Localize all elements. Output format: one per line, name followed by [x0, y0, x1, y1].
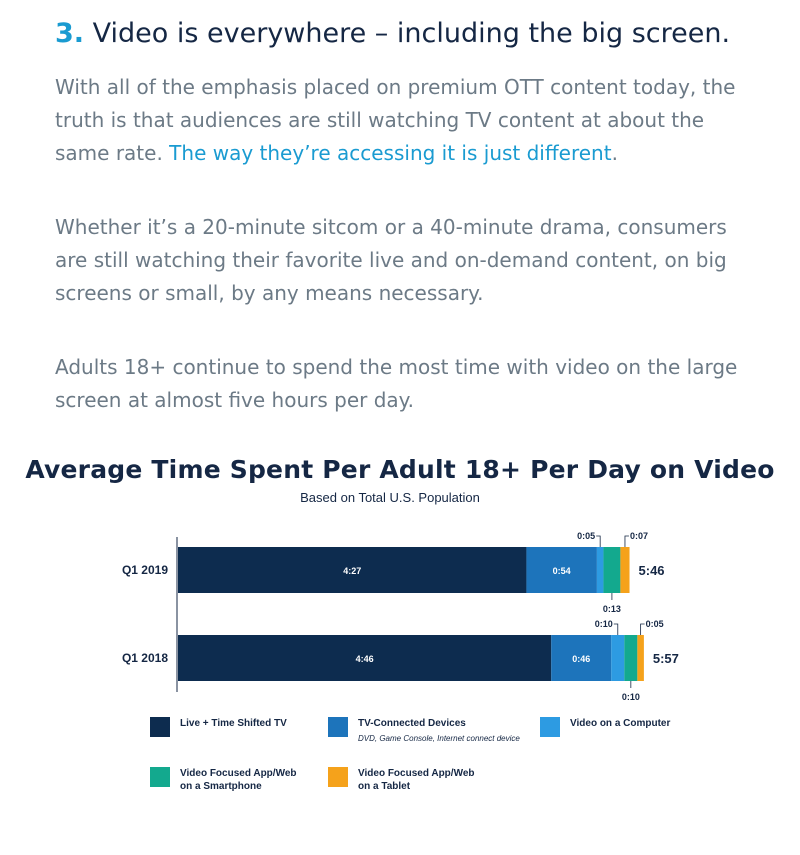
legend-item-live-tv: Live + Time Shifted TV — [150, 717, 287, 737]
article: 3. Video is everywhere – including the b… — [55, 0, 755, 412]
stacked-bar-chart: Q1 2019 4:27 0:54 0:05 0:07 0:13 5:46 Q1 2018 4:… — [122, 531, 679, 700]
legend-item-tablet: Video Focused App/Web on a Tablet — [328, 767, 475, 793]
leader-tablet-1 — [640, 623, 645, 635]
data-label-computer-1: 0:10 — [595, 619, 613, 629]
bar-tv_connected-0 — [526, 547, 597, 593]
section-heading: 3. Video is everywhere – including the b… — [55, 16, 755, 52]
bar-live_tv-0 — [178, 547, 527, 593]
heading-text: Video is everywhere – including the big … — [92, 18, 731, 49]
bar-computer-0 — [596, 547, 604, 593]
chart-legend: Live + Time Shifted TV TV-Connected Devi… — [0, 700, 800, 820]
category-label-0: Q1 2019 — [122, 563, 168, 577]
legend-swatch-tv-connected — [328, 717, 348, 737]
data-label-live_tv-1: 4:46 — [356, 654, 374, 664]
bar-tv_connected-1 — [551, 635, 612, 681]
legend-label-smartphone-1: Video Focused App/Web — [180, 768, 297, 779]
paragraph-1-text: With all of the emphasis placed on premi… — [55, 75, 736, 165]
legend-label-computer: Video on a Computer — [570, 718, 671, 729]
data-label-smartphone-0: 0:13 — [603, 604, 621, 614]
leader-computer-0 — [596, 535, 601, 547]
leader-computer-1 — [613, 623, 619, 635]
legend-item-tv-connected: TV-Connected Devices DVD, Game Console, I… — [328, 717, 520, 745]
data-label-live_tv-0: 4:27 — [343, 566, 361, 576]
inline-link[interactable]: The way they’re accessing it is just dif… — [169, 141, 612, 165]
legend-label-tablet-1: Video Focused App/Web — [358, 768, 475, 779]
paragraph-2: Whether it’s a 20-minute sitcom or a 40-… — [55, 215, 727, 305]
legend-swatch-tablet — [328, 767, 348, 787]
data-label-computer-0: 0:05 — [577, 531, 595, 541]
legend-label-live-tv: Live + Time Shifted TV — [180, 718, 287, 729]
heading-number: 3. — [55, 18, 85, 49]
total-label-1: 5:57 — [653, 651, 679, 666]
legend-swatch-smartphone — [150, 767, 170, 787]
paragraph-1: With all of the emphasis placed on premi… — [55, 71, 745, 170]
data-label-tablet-1: 0:05 — [646, 619, 664, 629]
category-label-1: Q1 2018 — [122, 651, 168, 665]
data-label-tablet-0: 0:07 — [630, 531, 648, 541]
data-label-tv_connected-0: 0:54 — [553, 566, 571, 576]
bar-tablet-1 — [637, 635, 644, 681]
bar-live_tv-1 — [178, 635, 552, 681]
data-label-smartphone-1: 0:10 — [622, 692, 640, 700]
bar-smartphone-1 — [624, 635, 638, 681]
legend-label-tv-connected: TV-Connected Devices — [358, 718, 466, 729]
bar-smartphone-0 — [603, 547, 621, 593]
total-label-0: 5:46 — [639, 563, 665, 578]
leader-tablet-0 — [624, 535, 629, 547]
data-label-tv_connected-1: 0:46 — [572, 654, 590, 664]
legend-label-tablet-2: on a Tablet — [358, 781, 411, 792]
bar-tablet-0 — [620, 547, 630, 593]
legend-swatch-computer — [540, 717, 560, 737]
chart-title: Average Time Spent Per Adult 18+ Per Day… — [25, 455, 775, 484]
legend-item-computer: Video on a Computer — [540, 717, 670, 737]
legend-note-tv-connected: DVD, Game Console, Internet connect devi… — [358, 734, 520, 743]
paragraph-3: Adults 18+ continue to spend the most ti… — [55, 355, 738, 412]
paragraph-1-end: . — [611, 141, 618, 165]
chart-subtitle: Based on Total U.S. Population — [300, 490, 480, 505]
bar-computer-1 — [611, 635, 625, 681]
legend-swatch-live-tv — [150, 717, 170, 737]
legend-label-smartphone-2: on a Smartphone — [180, 781, 262, 792]
legend-item-smartphone: Video Focused App/Web on a Smartphone — [150, 767, 297, 793]
